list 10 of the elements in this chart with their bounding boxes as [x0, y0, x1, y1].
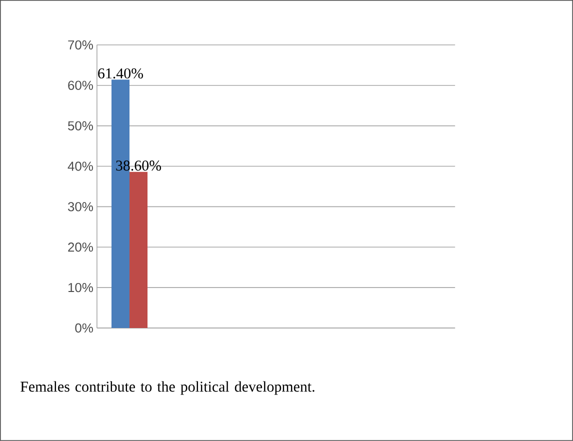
- y-tick-label: 50%: [68, 121, 93, 130]
- y-tick-label: 60%: [68, 80, 93, 90]
- y-tick-label: 0%: [75, 323, 93, 333]
- y-tick-label: 30%: [68, 202, 93, 212]
- y-tick-label: 20%: [68, 242, 93, 252]
- text: Females contribute to the political development.: [20, 381, 314, 395]
- y-tick-label: 40%: [68, 162, 93, 171]
- y-tick-label: 70%: [68, 40, 93, 50]
- y-tick-label: 10%: [68, 283, 93, 292]
- data-label: 61.40%: [98, 68, 144, 79]
